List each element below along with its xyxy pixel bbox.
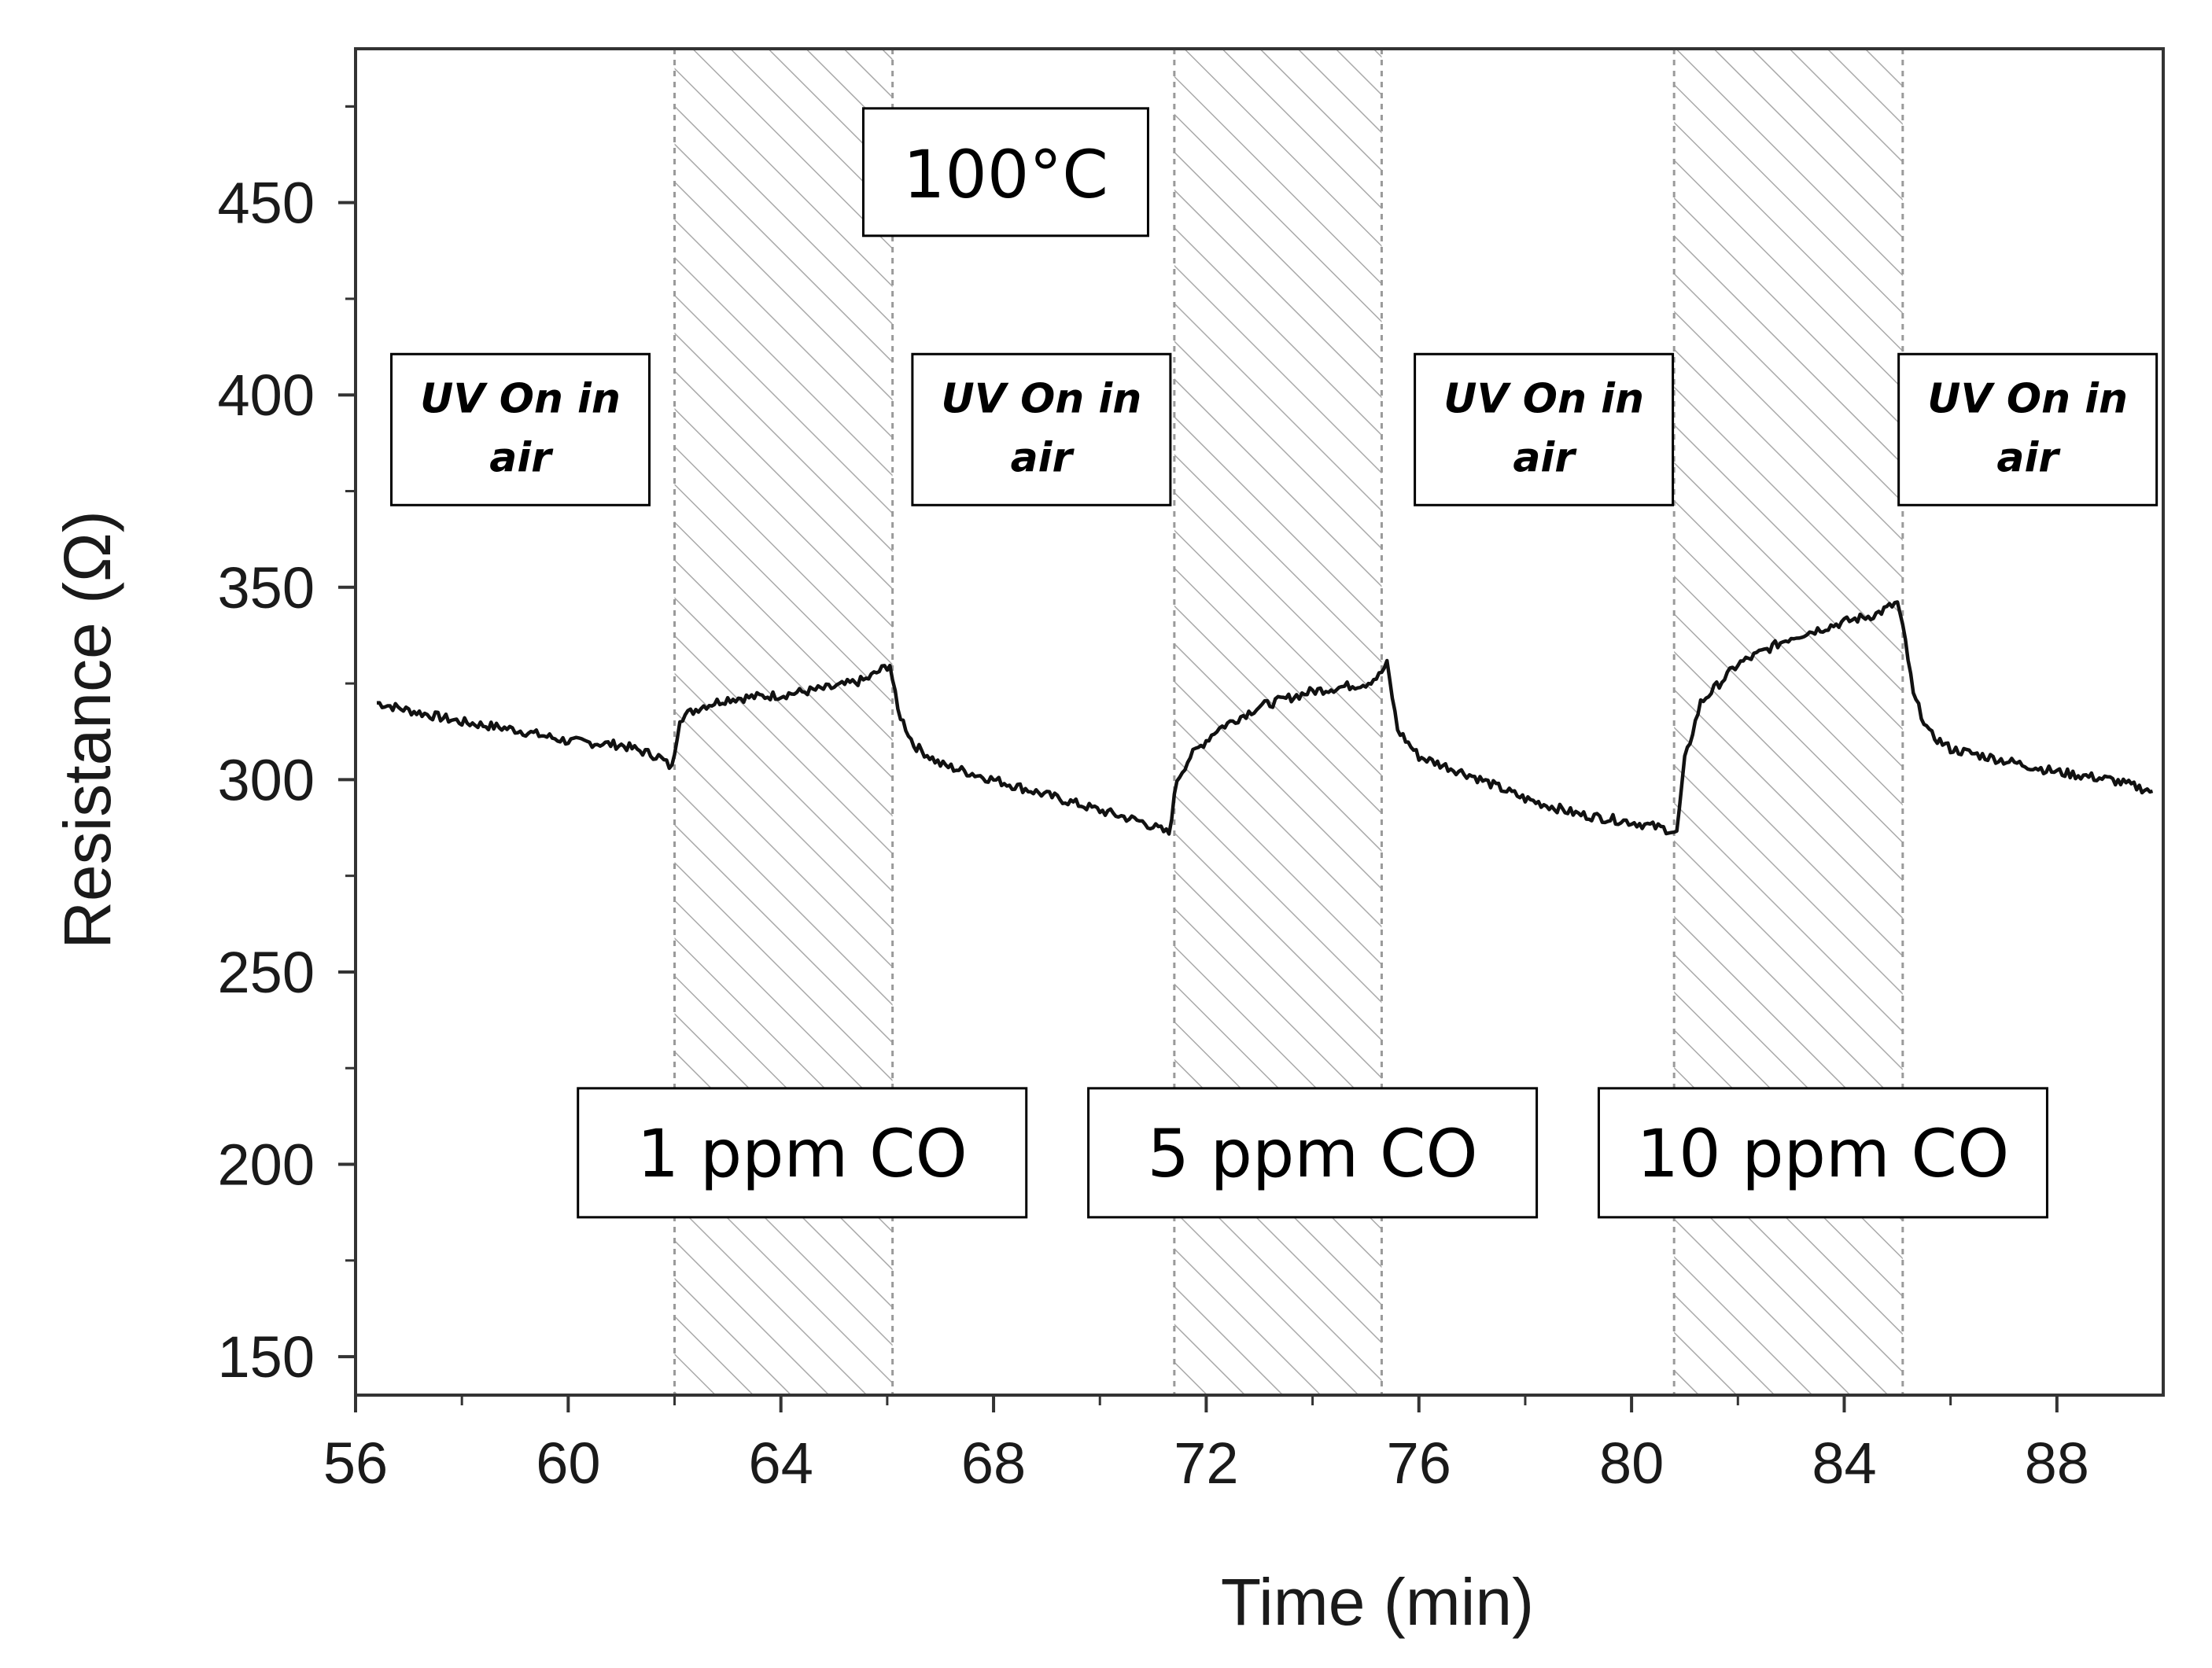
x-axis-title: Time (min) bbox=[1221, 1565, 1534, 1639]
uv-annotation-line1: UV On in bbox=[1443, 375, 1644, 422]
series-layer bbox=[376, 600, 2154, 836]
x-tick-label: 64 bbox=[749, 1431, 813, 1496]
uv-annotation-box bbox=[1414, 352, 1675, 506]
uv-annotation-line2: air bbox=[489, 434, 554, 481]
x-tick-label: 60 bbox=[536, 1431, 600, 1496]
uv-annotation-line2: air bbox=[1011, 434, 1075, 481]
uv-annotation-line2: air bbox=[1996, 434, 2061, 481]
uv-annotation-box bbox=[1897, 352, 2159, 506]
x-tick-label: 84 bbox=[1812, 1431, 1876, 1496]
uv-annotation-box bbox=[390, 352, 651, 506]
y-axis-title: Resistance (Ω) bbox=[50, 510, 124, 949]
x-tick-label: 56 bbox=[323, 1431, 388, 1496]
co-concentration-label: 1 ppm CO bbox=[637, 1115, 968, 1192]
uv-annotation-line1: UV On in bbox=[1927, 375, 2128, 422]
co-label-box bbox=[1597, 1087, 2048, 1219]
y-tick-label: 300 bbox=[218, 747, 315, 812]
y-tick-label: 250 bbox=[218, 940, 315, 1005]
uv-annotation-line1: UV On in bbox=[420, 375, 621, 422]
y-tick-label: 350 bbox=[218, 555, 315, 620]
x-tick-label: 72 bbox=[1174, 1431, 1238, 1496]
series-line-resistance bbox=[376, 600, 2154, 836]
y-tick-label: 400 bbox=[218, 363, 315, 428]
temperature-label: 100°C bbox=[903, 136, 1108, 213]
co-concentration-label: 10 ppm CO bbox=[1637, 1115, 2010, 1192]
x-tick-label: 88 bbox=[2025, 1431, 2089, 1496]
axes: 56 60 64 68 72 76 80 84 88 150 200 250 300 350 400 450 bbox=[218, 47, 2165, 1496]
uv-annotation-line1: UV On in bbox=[942, 375, 1142, 422]
y-tick-label: 150 bbox=[218, 1324, 315, 1390]
plot-frame bbox=[354, 47, 2165, 1397]
co-concentration-label: 5 ppm CO bbox=[1148, 1115, 1478, 1192]
temperature-label-box bbox=[861, 107, 1149, 237]
uv-annotation-line2: air bbox=[1513, 434, 1577, 481]
y-tick-label: 200 bbox=[218, 1132, 315, 1198]
x-tick-label: 76 bbox=[1387, 1431, 1451, 1496]
x-tick-label: 80 bbox=[1599, 1431, 1664, 1496]
co-label-box bbox=[1087, 1087, 1539, 1219]
annotations: 100°C 1 ppm CO 5 ppm CO 10 ppm CO UV On in ai… bbox=[390, 107, 2159, 1219]
uv-annotation-box bbox=[911, 352, 1172, 506]
y-tick-label: 450 bbox=[218, 171, 315, 236]
x-tick-label: 68 bbox=[961, 1431, 1026, 1496]
co-label-box bbox=[577, 1087, 1028, 1219]
